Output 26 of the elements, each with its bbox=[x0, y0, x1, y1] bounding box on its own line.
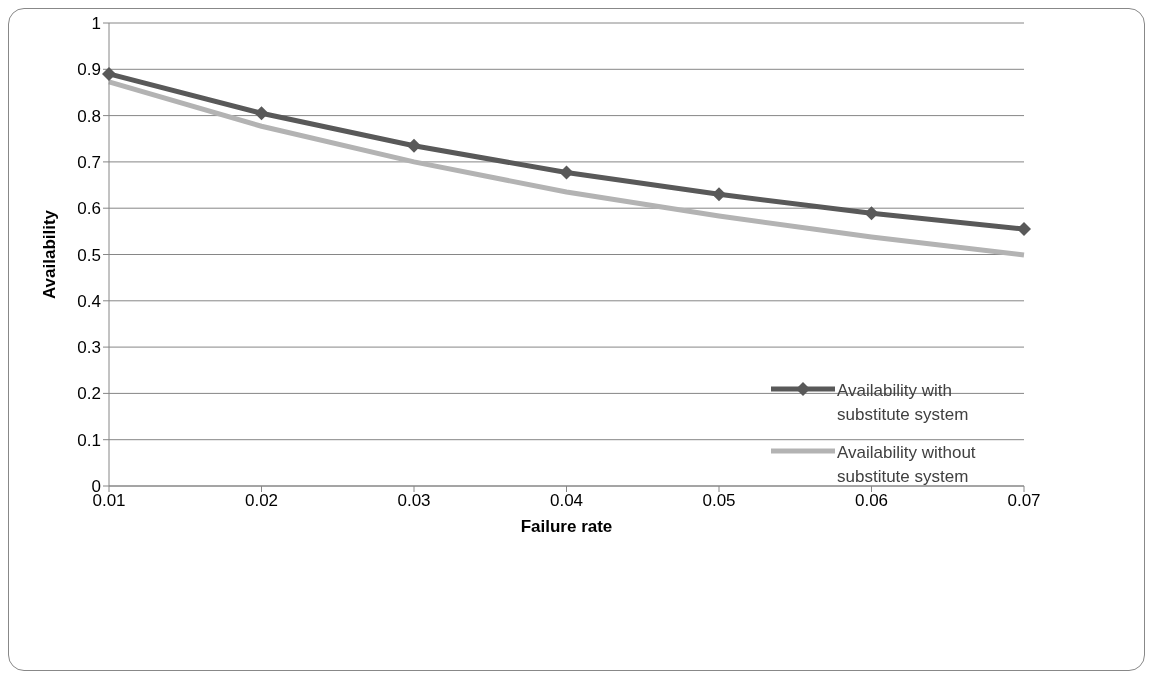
point bbox=[712, 187, 726, 202]
point bbox=[407, 138, 421, 153]
y-tick-label: 0.4 bbox=[77, 291, 101, 311]
x-tick-label: 0.05 bbox=[702, 491, 736, 511]
y-tick-label: 0.5 bbox=[77, 245, 101, 265]
y-tick-label: 0.1 bbox=[77, 430, 101, 450]
point bbox=[102, 66, 116, 81]
y-tick-label: 1 bbox=[91, 14, 101, 34]
x-tick-label: 0.04 bbox=[549, 491, 584, 511]
point bbox=[254, 106, 269, 121]
x-tick-label: 0.02 bbox=[244, 491, 279, 511]
y-tick-label: 0.6 bbox=[77, 199, 101, 219]
y-tick-label: 0.2 bbox=[77, 384, 101, 404]
y-tick-label: 0.7 bbox=[77, 152, 101, 172]
point bbox=[1017, 222, 1031, 237]
point bbox=[864, 206, 879, 221]
x-tick-label: 0.06 bbox=[854, 491, 889, 511]
x-tick-label: 0.07 bbox=[1007, 491, 1041, 511]
y-tick-label: 0.8 bbox=[77, 106, 101, 126]
y-axis-title: Availability bbox=[40, 209, 60, 300]
x-axis-title: Failure rate bbox=[520, 517, 613, 536]
legend-label: Availability without substitute system bbox=[837, 442, 977, 488]
point bbox=[559, 165, 574, 180]
y-tick-label: 0.3 bbox=[77, 338, 101, 358]
x-tick-label: 0.03 bbox=[397, 491, 431, 511]
y-tick-label: 0.9 bbox=[77, 60, 101, 80]
